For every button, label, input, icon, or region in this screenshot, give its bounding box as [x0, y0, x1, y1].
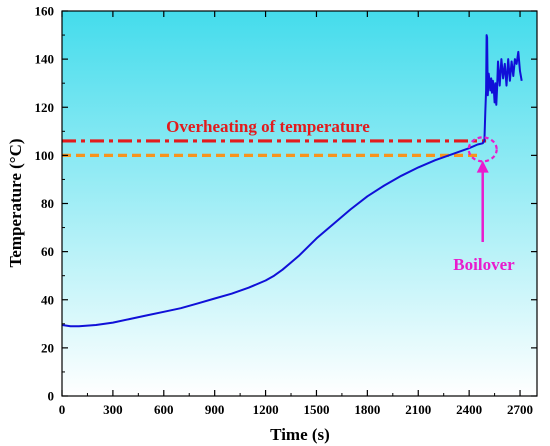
x-tick-label: 2400: [456, 402, 482, 417]
boilover-arrow-head: [476, 160, 489, 173]
annotation-boilover: Boilover: [453, 255, 515, 274]
temperature-series-line: [62, 34, 523, 328]
x-tick-label: 300: [103, 402, 123, 417]
x-tick-label: 2100: [405, 402, 431, 417]
plot-background: [62, 11, 537, 396]
y-tick-label: 120: [35, 100, 55, 115]
annotation-overheating: Overheating of temperature: [166, 117, 370, 136]
x-tick-label: 2700: [507, 402, 533, 417]
y-tick-label: 100: [35, 148, 55, 163]
y-tick-label: 20: [41, 340, 54, 355]
x-axis-title: Time (s): [270, 425, 330, 444]
x-tick-label: 1500: [303, 402, 329, 417]
x-tick-label: 600: [154, 402, 174, 417]
y-tick-label: 40: [41, 292, 54, 307]
y-tick-label: 0: [48, 389, 55, 404]
x-tick-label: 1200: [253, 402, 279, 417]
x-tick-label: 1800: [354, 402, 380, 417]
y-axis-title: Temperature (°C): [6, 138, 25, 267]
x-tick-label: 0: [59, 402, 66, 417]
y-tick-label: 140: [35, 52, 55, 67]
boilover-ellipse: [467, 136, 498, 163]
y-tick-label: 160: [35, 4, 55, 19]
y-tick-label: 60: [41, 244, 54, 259]
x-tick-label: 900: [205, 402, 225, 417]
y-tick-label: 80: [41, 196, 54, 211]
